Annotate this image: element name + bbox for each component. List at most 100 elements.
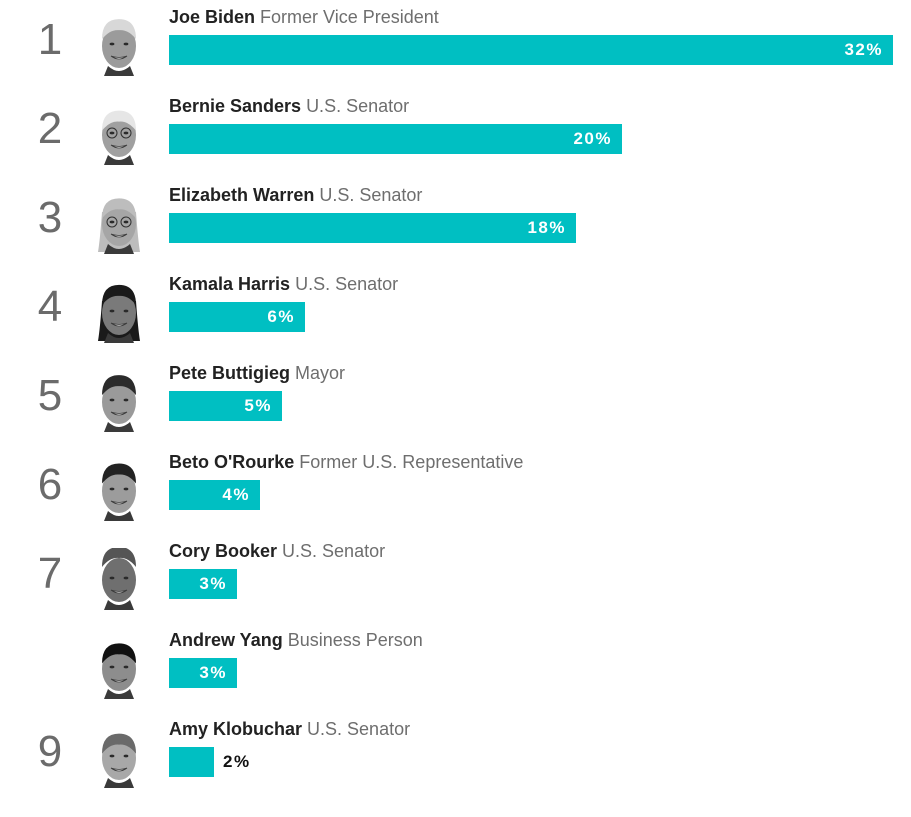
avatar-face bbox=[102, 647, 136, 691]
rank-number: 5 bbox=[37, 371, 63, 420]
rank-number: 4 bbox=[37, 282, 63, 331]
cory-booker-portrait bbox=[102, 548, 136, 610]
avatar-mouth bbox=[110, 322, 128, 327]
avatar-hair bbox=[102, 284, 136, 305]
candidate-name: Kamala Harris bbox=[169, 274, 291, 294]
avatar-hair bbox=[102, 463, 136, 484]
avatar-eye bbox=[123, 309, 129, 313]
poll-bar bbox=[169, 35, 893, 65]
candidate-title: U.S. Senator bbox=[319, 185, 423, 205]
candidate-row: 1 Joe Biden Former Vice President 32% bbox=[0, 0, 911, 89]
poll-bar bbox=[169, 124, 622, 154]
avatar-mouth bbox=[110, 55, 128, 60]
avatar-face bbox=[102, 113, 136, 157]
rank-number: 2 bbox=[37, 104, 63, 153]
poll-bar bbox=[169, 480, 260, 510]
avatar-mouth bbox=[110, 500, 128, 505]
rank-number: 6 bbox=[37, 460, 63, 509]
candidate-title: Business Person bbox=[287, 630, 423, 650]
avatar-mouth bbox=[110, 144, 128, 149]
poll-value-label: 3% bbox=[199, 663, 227, 682]
avatar-face bbox=[102, 380, 136, 424]
avatar-shoulders bbox=[104, 511, 134, 521]
avatar-hair bbox=[102, 19, 136, 40]
avatar-shoulders bbox=[104, 689, 134, 699]
candidate-row: 3 Elizabeth Warren U.S. Senator 18% bbox=[0, 178, 911, 267]
avatar-eye bbox=[123, 398, 129, 402]
candidate-label: Kamala Harris U.S. Senator bbox=[169, 272, 398, 296]
beto-orourke-portrait bbox=[102, 463, 136, 521]
avatar-glasses bbox=[120, 216, 132, 228]
avatar-face bbox=[102, 24, 136, 68]
avatar-hair bbox=[102, 643, 136, 664]
avatar-face bbox=[102, 469, 136, 513]
avatar-eye bbox=[123, 576, 129, 580]
poll-bar bbox=[169, 302, 305, 332]
avatar-eye bbox=[109, 754, 115, 758]
candidate-label: Bernie Sanders U.S. Senator bbox=[169, 94, 409, 118]
candidate-label: Amy Klobuchar U.S. Senator bbox=[169, 717, 410, 741]
candidate-title: U.S. Senator bbox=[307, 719, 411, 739]
candidate-title: Former U.S. Representative bbox=[299, 452, 524, 472]
candidate-row: Andrew Yang Business Person 3% bbox=[0, 623, 911, 712]
poll-value-label: 32% bbox=[844, 40, 883, 59]
avatar-eye bbox=[123, 220, 129, 224]
avatar-eye bbox=[123, 754, 129, 758]
avatar-glasses bbox=[106, 127, 118, 139]
poll-value-label: 20% bbox=[573, 129, 612, 148]
avatar-hair bbox=[102, 375, 136, 396]
avatar-mouth bbox=[110, 233, 128, 238]
avatar-shoulders bbox=[104, 333, 134, 343]
avatar-face bbox=[102, 558, 136, 602]
pete-buttigieg-portrait bbox=[102, 375, 136, 432]
candidate-name: Beto O'Rourke bbox=[169, 452, 295, 472]
poll-value-label: 18% bbox=[527, 218, 566, 237]
poll-bar bbox=[169, 658, 237, 688]
candidate-name: Pete Buttigieg bbox=[169, 363, 291, 383]
candidate-title: Mayor bbox=[295, 363, 346, 383]
avatar-mouth bbox=[110, 589, 128, 594]
avatar-eye bbox=[109, 220, 115, 224]
candidate-row: 5 Pete Buttigieg Mayor 5% bbox=[0, 356, 911, 445]
avatar-mouth bbox=[110, 767, 128, 772]
candidate-label: Cory Booker U.S. Senator bbox=[169, 539, 385, 563]
avatar-eye bbox=[109, 42, 115, 46]
poll-bar bbox=[169, 569, 237, 599]
avatar-hair bbox=[102, 548, 136, 567]
candidate-row: 9 Amy Klobuchar U.S. Senator 2% bbox=[0, 712, 911, 801]
candidate-title: U.S. Senator bbox=[282, 541, 386, 561]
avatar-shoulders bbox=[104, 155, 134, 165]
avatar-shoulders bbox=[104, 778, 134, 788]
candidate-name: Bernie Sanders bbox=[169, 96, 302, 116]
avatar-shoulders bbox=[104, 66, 134, 76]
candidate-name: Joe Biden bbox=[169, 7, 256, 27]
rank-number: 3 bbox=[37, 193, 63, 242]
avatar-face bbox=[102, 291, 136, 335]
avatar-face bbox=[102, 736, 136, 780]
candidate-name: Cory Booker bbox=[169, 541, 278, 561]
avatar-eye bbox=[123, 487, 129, 491]
candidate-row: 4 Kamala Harris U.S. Senator 6% bbox=[0, 267, 911, 356]
andrew-yang-portrait bbox=[102, 643, 136, 699]
poll-bar bbox=[169, 213, 576, 243]
avatar-eye bbox=[109, 665, 115, 669]
avatar-eye bbox=[123, 131, 129, 135]
avatar-shoulders bbox=[104, 600, 134, 610]
poll-bar bbox=[169, 391, 282, 421]
avatar-eye bbox=[109, 487, 115, 491]
candidate-name: Elizabeth Warren bbox=[169, 185, 315, 205]
candidate-row: 2 Bernie Sanders U.S. Senator 20% bbox=[0, 89, 911, 178]
candidate-label: Joe Biden Former Vice President bbox=[169, 5, 439, 29]
poll-value-label: 2% bbox=[223, 752, 251, 771]
candidate-name: Amy Klobuchar bbox=[169, 719, 303, 739]
avatar-eye bbox=[123, 42, 129, 46]
amy-klobuchar-portrait bbox=[102, 733, 136, 788]
bernie-sanders-portrait bbox=[102, 110, 136, 165]
avatar-eye bbox=[109, 576, 115, 580]
poll-bar bbox=[169, 747, 214, 777]
candidate-row: 6 Beto O'Rourke Former U.S. Representative… bbox=[0, 445, 911, 534]
avatar-glasses bbox=[120, 127, 132, 139]
candidate-title: U.S. Senator bbox=[295, 274, 399, 294]
candidate-label: Beto O'Rourke Former U.S. Representative bbox=[169, 450, 523, 474]
